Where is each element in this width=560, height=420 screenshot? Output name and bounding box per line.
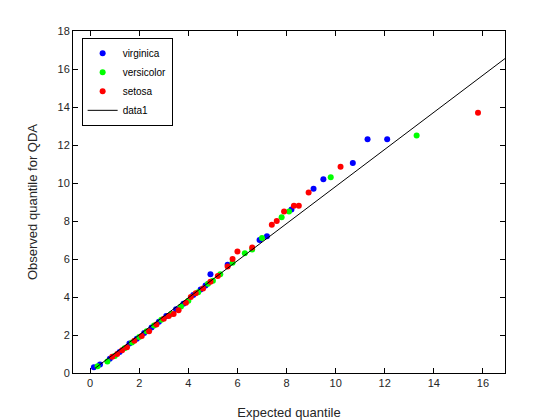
- svg-text:10: 10: [330, 377, 342, 389]
- svg-text:Observed quantile for QDA: Observed quantile for QDA: [25, 124, 40, 280]
- svg-text:16: 16: [58, 63, 70, 75]
- svg-text:16: 16: [477, 377, 489, 389]
- svg-text:virginica: virginica: [123, 48, 160, 59]
- svg-text:14: 14: [428, 377, 440, 389]
- svg-text:versicolor: versicolor: [123, 67, 166, 78]
- svg-text:2: 2: [64, 329, 70, 341]
- svg-text:8: 8: [283, 377, 289, 389]
- svg-text:6: 6: [234, 377, 240, 389]
- svg-text:4: 4: [64, 291, 70, 303]
- svg-text:2: 2: [136, 377, 142, 389]
- svg-text:6: 6: [64, 253, 70, 265]
- svg-text:18: 18: [58, 25, 70, 37]
- svg-text:0: 0: [64, 367, 70, 379]
- svg-text:10: 10: [58, 177, 70, 189]
- svg-text:14: 14: [58, 101, 70, 113]
- svg-text:data1: data1: [123, 105, 148, 116]
- svg-text:setosa: setosa: [123, 86, 153, 97]
- svg-text:12: 12: [379, 377, 391, 389]
- svg-text:8: 8: [64, 215, 70, 227]
- svg-text:12: 12: [58, 139, 70, 151]
- svg-text:Expected quantile: Expected quantile: [237, 405, 340, 420]
- svg-text:0: 0: [87, 377, 93, 389]
- svg-text:4: 4: [185, 377, 191, 389]
